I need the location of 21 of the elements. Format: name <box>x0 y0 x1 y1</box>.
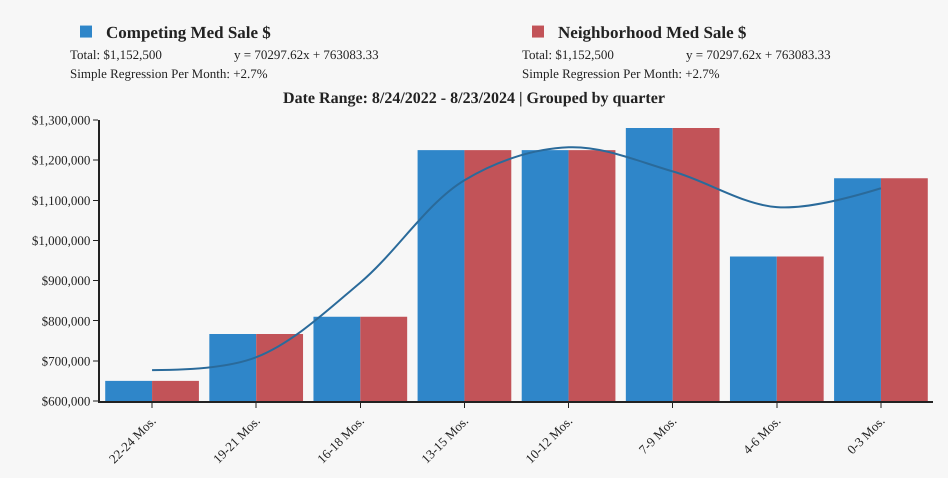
x-tick-label: 0-3 Mos. <box>844 413 888 458</box>
line-series <box>151 146 882 372</box>
y-tick-label: $1,200,000 <box>32 152 90 168</box>
y-tick-label: $1,100,000 <box>32 192 90 208</box>
text: Simple Regression Per Month: +2.7% <box>522 66 720 81</box>
legend-label: Neighborhood Med Sale $ <box>558 23 747 42</box>
text: Total: $1,152,500 <box>70 47 162 62</box>
text: Total: $1,152,500 <box>522 47 614 62</box>
text: y = 70297.62x + 763083.33 <box>234 47 379 62</box>
text: y = 70297.62x + 763083.33 <box>686 47 831 62</box>
x-tick-label: 7-9 Mos. <box>636 413 680 458</box>
y-tick-label: $1,300,000 <box>32 112 90 128</box>
legend-label: Competing Med Sale $ <box>106 23 272 42</box>
x-tick-label: 4-6 Mos. <box>740 413 784 458</box>
y-tick-label: $700,000 <box>42 353 90 368</box>
y-tick-label: $800,000 <box>42 313 90 328</box>
y-tick-label: $600,000 <box>42 394 90 409</box>
y-tick-label: $1,000,000 <box>32 232 90 248</box>
text: Simple Regression Per Month: +2.7% <box>70 66 268 81</box>
chart-title: Date Range: 8/24/2022 - 8/23/2024 | Grouped by quarter <box>283 90 665 107</box>
y-tick-label: $900,000 <box>42 273 90 288</box>
